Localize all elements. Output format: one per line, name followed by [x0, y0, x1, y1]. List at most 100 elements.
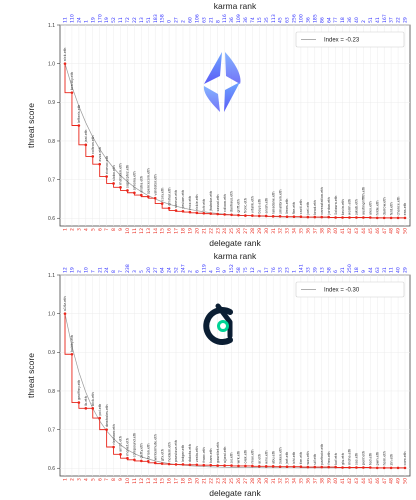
delegate-rank-label: 32: [278, 228, 284, 234]
data-point: [382, 466, 386, 470]
point-label: slobo.eth: [112, 165, 116, 181]
delegate-rank-label: 35: [299, 478, 305, 484]
delegate-rank-label: 17: [174, 228, 180, 234]
karma-rank-label: 158: [160, 14, 166, 23]
point-label: limes.eth: [285, 199, 289, 215]
data-point: [355, 466, 358, 469]
data-point: [313, 215, 317, 219]
karma-rank-label: 20: [146, 267, 152, 273]
karma-rank-label: 45: [278, 17, 284, 23]
delegate-rank-label: 1: [63, 478, 69, 481]
karma-rank-label: 116: [222, 14, 228, 23]
delegate-rank-label: 12: [139, 478, 145, 484]
karma-rank-label: 24: [167, 267, 173, 273]
delegate-rank-label: 45: [368, 228, 374, 234]
point-label: hom.eth: [382, 451, 386, 465]
data-point: [396, 466, 400, 470]
legend-label: Index = -0.23: [324, 38, 360, 44]
point-label: pwn.eth: [375, 452, 379, 466]
data-point: [382, 216, 386, 220]
karma-rank-label: 109: [236, 14, 242, 23]
karma-rank-label: 110: [70, 14, 76, 23]
point-label: wlix.eth: [264, 451, 268, 464]
delegate-rank-label: 43: [354, 228, 360, 234]
karma-rank-label: 185: [312, 14, 318, 23]
delegate-rank-label: 27: [243, 478, 249, 484]
point-label: ted.eth: [369, 453, 373, 465]
delegate-rank-label: 4: [83, 228, 89, 231]
point-label: glu.eth: [341, 453, 345, 465]
karma-rank-label: 64: [326, 17, 332, 23]
delegate-rank-label: 33: [285, 478, 291, 484]
delegate-rank-label: 6: [97, 478, 103, 481]
data-point: [91, 155, 95, 158]
y-tick-label: 1.1: [48, 23, 55, 29]
point-label: gauntlet.eth: [216, 442, 220, 463]
delegate-rank-label: 36: [305, 478, 311, 484]
delegate-rank-label: 7: [104, 478, 110, 481]
data-point: [389, 466, 393, 470]
legend-label: Index = -0.30: [324, 288, 360, 294]
point-label: ceresstation.eth: [320, 187, 324, 214]
data-point: [403, 216, 407, 220]
data-point: [119, 453, 122, 456]
delegate-rank-label: 14: [153, 478, 159, 484]
grid-lines: [60, 24, 410, 226]
point-label: ar.eth: [257, 454, 261, 464]
karma-rank-label: 8: [111, 270, 117, 273]
karma-rank-label: 33: [278, 267, 284, 273]
data-point: [285, 215, 289, 219]
point-label: joel.eth: [306, 202, 310, 216]
data-point: [77, 401, 81, 404]
karma-rank-label: 21: [97, 267, 103, 273]
data-point: [133, 458, 136, 462]
point-label: rleshner.eth: [112, 424, 116, 444]
karma-rank-label: 18: [340, 17, 346, 23]
delegate-rank-label: 44: [361, 228, 367, 234]
data-point: [230, 213, 233, 217]
delegate-rank-label: 43: [354, 478, 360, 484]
delegate-rank-label: 34: [292, 228, 298, 234]
delegate-rank-label: 3: [76, 228, 82, 231]
data-point: [181, 463, 185, 466]
data-point: [285, 465, 289, 469]
point-label: vitalik.eth: [251, 196, 255, 213]
data-point: [375, 216, 379, 220]
karma-rank-label: 37: [389, 17, 395, 23]
delegate-rank-label: 31: [271, 478, 277, 484]
point-label: moha.eth: [348, 449, 352, 465]
karma-rank-label: 24: [104, 267, 110, 273]
delegate-rank-label: 7: [104, 228, 110, 231]
point-label: ledger.eth: [181, 445, 185, 462]
point-label: lefteris.eth: [77, 105, 81, 123]
data-point: [105, 428, 108, 431]
point-label: arr00.eth: [119, 436, 123, 452]
karma-rank-label: 167: [382, 14, 388, 23]
point-label: brad.eth: [313, 200, 317, 214]
plot-frame: [59, 24, 411, 227]
point-label: bobby.eth: [70, 335, 74, 352]
data-point: [257, 214, 261, 218]
delegate-rank-label: 20: [194, 478, 200, 484]
data-point: [334, 465, 337, 469]
point-label: rickie.eth: [195, 195, 199, 211]
delegate-rank-label: 24: [222, 478, 228, 484]
data-point: [91, 407, 95, 410]
data-point: [355, 216, 358, 219]
chart-panel-2: 0.6 0.7 0.8 0.9 1.0 1.1 karma rank delegate ran…: [26, 251, 411, 498]
point-label: pol.eth: [98, 404, 102, 416]
y-tick-label: 0.8: [48, 389, 55, 395]
data-point: [369, 216, 372, 219]
data-point: [278, 215, 282, 218]
data-point: [195, 211, 199, 215]
karma-rank-label: 72: [125, 17, 131, 23]
point-label: daohaus.eth: [230, 191, 234, 212]
point-label: boys.eth: [257, 199, 261, 214]
karma-rank-label: 10: [215, 267, 221, 273]
delegate-rank-label: 22: [208, 478, 214, 484]
data-point: [299, 465, 303, 469]
point-label: bam.eth: [209, 448, 213, 462]
point-label: vesta.eth: [195, 446, 199, 462]
data-point: [146, 195, 150, 198]
delegate-rank-label: 46: [375, 228, 381, 234]
